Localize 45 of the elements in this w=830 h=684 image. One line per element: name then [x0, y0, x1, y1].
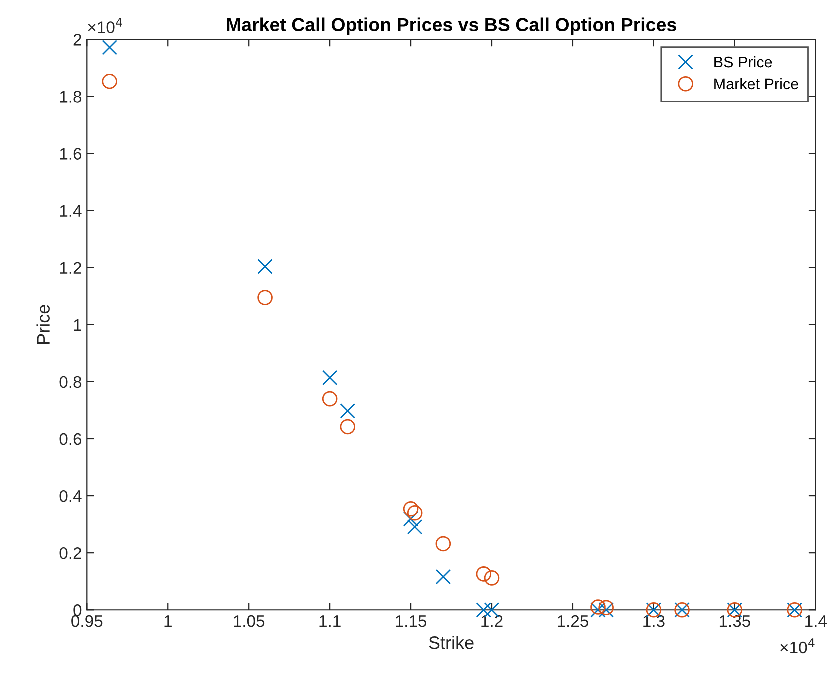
- x-tick-label: 1.3: [644, 615, 665, 628]
- point: [258, 290, 273, 306]
- point: [436, 569, 452, 585]
- y-tick-label: 1.4: [60, 205, 82, 217]
- x-tick-label: 1: [164, 616, 172, 628]
- x-tick-label: 1.35: [720, 615, 750, 628]
- point: [340, 403, 356, 419]
- text: ×10$^{4}$: [780, 638, 815, 654]
- point: [403, 502, 419, 517]
- y-tick-label: 1.8: [60, 91, 82, 103]
- x-tick-label: 0.95: [72, 615, 103, 628]
- point: [102, 40, 118, 56]
- point: [322, 391, 338, 407]
- y-tick-label: 0.8: [60, 376, 82, 388]
- text: ×10$^{4}$: [88, 18, 122, 34]
- x-tick-label: 1.2: [482, 615, 503, 628]
- x-tick-label: 1.1: [320, 616, 341, 628]
- point: [403, 512, 419, 527]
- point: [340, 419, 356, 435]
- x-tick-label: 1.4: [806, 616, 827, 628]
- y-tick-label: 2: [74, 34, 82, 46]
- point: [484, 570, 500, 586]
- y-tick-label: 1.6: [60, 148, 82, 160]
- y-tick-label: 0.4: [60, 490, 82, 502]
- x-tick-label: 1.15: [396, 616, 427, 628]
- y-tick-label: 0: [74, 604, 82, 616]
- x-axis-title: Strike: [429, 636, 474, 650]
- chart-title: Market Call Option Prices vs BS Call Option Prices: [227, 18, 676, 36]
- y-tick-label: 1.2: [60, 262, 82, 274]
- point: [102, 74, 118, 90]
- y-axis-title: Price: [36, 305, 50, 344]
- point: [322, 370, 338, 386]
- point: [258, 259, 273, 274]
- y-tick-label: 0.2: [60, 547, 82, 560]
- x-tick-label: 1.05: [234, 615, 265, 628]
- x-tick-label: 1.25: [558, 615, 588, 628]
- point: [436, 536, 452, 552]
- point: [476, 566, 492, 582]
- point: [590, 602, 606, 618]
- point: [590, 600, 606, 615]
- y-tick-label: 1: [74, 319, 82, 331]
- legend-label: Market Price: [714, 78, 798, 90]
- legend-label: BS Price: [714, 56, 772, 68]
- point: [407, 506, 423, 521]
- y-tick-label: 0.6: [60, 433, 82, 446]
